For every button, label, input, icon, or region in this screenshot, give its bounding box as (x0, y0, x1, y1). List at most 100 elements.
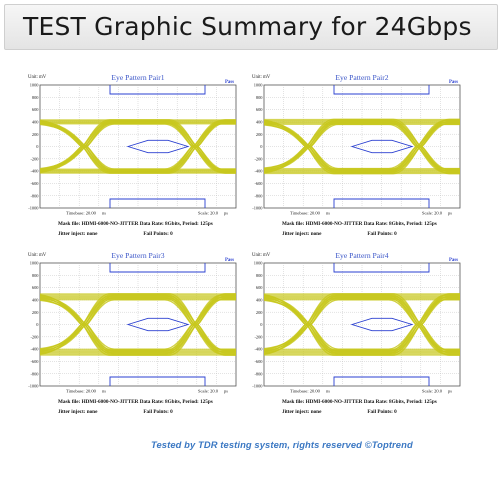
y-tick-label: -200 (254, 156, 263, 161)
pass-status: Pass (225, 80, 234, 85)
scale-label: Scale: 20.0 (422, 211, 443, 216)
y-tick-label: 1000 (254, 83, 264, 88)
scale-label: Scale: 20.0 (198, 389, 219, 394)
y-tick-label: -1000 (28, 384, 39, 389)
grid (264, 263, 460, 386)
data-rate-text: Data Rate: 8Gbits, Period: 125ps (139, 399, 213, 405)
y-tick-label: 600 (256, 107, 263, 112)
jitter-info-line-3: Jitter inject: none Fail Points: 0 (28, 409, 248, 415)
pass-status: Pass (225, 258, 234, 263)
y-tick-label: -1000 (28, 206, 39, 211)
mask-info-line-4: Mask file: HDMI-6000-NO-JITTER Data Rate… (252, 399, 472, 405)
y-tick-label: -800 (254, 193, 263, 198)
pass-status: Pass (449, 80, 458, 85)
timebase-unit: ns (102, 211, 106, 216)
mask-lower-bar (333, 198, 430, 208)
data-rate-text: Data Rate: 8Gbits, Period: 125ps (363, 221, 437, 227)
jitter-text: Jitter inject: none (282, 231, 322, 237)
eye-mask (333, 263, 430, 386)
y-tick-label: -800 (254, 371, 263, 376)
y-tick-label: 0 (36, 322, 39, 327)
y-tick-label: 1000 (30, 261, 40, 266)
panel-title: Eye Pattern Pair3 (111, 251, 164, 260)
timebase-unit: ns (326, 211, 330, 216)
mask-inner-hexagon (350, 139, 414, 154)
mask-upper-bar (109, 263, 206, 273)
eye-pattern-panel-1: Unit: mV Eye Pattern Pair1 Pass 1000 800 600 4… (28, 70, 248, 242)
y-tick-label: 0 (260, 144, 263, 149)
scale-unit: ps (224, 211, 228, 216)
jitter-text: Jitter inject: none (282, 409, 322, 415)
eye-chart-4: Unit: mV Eye Pattern Pair4 Pass 1000 800 600 4… (252, 251, 461, 394)
mask-info-line-2: Mask file: HDMI-6000-NO-JITTER Data Rate… (252, 221, 472, 227)
unit-label: Unit: mV (28, 253, 47, 258)
fail-points-text: Fail Points: 0 (367, 231, 397, 237)
mask-upper-bar (333, 85, 430, 95)
mask-file-text: Mask file: HDMI-6000-NO-JITTER (58, 399, 139, 405)
eye-pattern-panel-3: Unit: mV Eye Pattern Pair3 Pass 1000 800 600 4… (28, 248, 248, 420)
y-tick-label: -1000 (252, 206, 263, 211)
jitter-info-line-4: Jitter inject: none Fail Points: 0 (252, 409, 472, 415)
mask-upper-bar (333, 263, 430, 273)
scale-unit: ps (448, 389, 452, 394)
y-tick-label: 200 (256, 310, 263, 315)
y-tick-label: -600 (254, 181, 263, 186)
unit-label: Unit: mV (252, 253, 271, 258)
mask-info-line-1: Mask file: HDMI-6000-NO-JITTER Data Rate… (28, 221, 248, 227)
y-tick-label: -600 (30, 359, 39, 364)
y-tick-label: 600 (32, 107, 39, 112)
mask-inner-hexagon (350, 317, 414, 332)
data-rate-text: Data Rate: 8Gbits, Period: 125ps (363, 399, 437, 405)
timebase-label: Timebase: 20.00 (290, 389, 321, 394)
y-tick-label: 800 (256, 273, 263, 278)
y-tick-label: 1000 (254, 261, 264, 266)
fail-points-text: Fail Points: 0 (143, 231, 173, 237)
unit-label: Unit: mV (252, 75, 271, 80)
y-tick-label: -400 (30, 347, 39, 352)
mask-info-line-3: Mask file: HDMI-6000-NO-JITTER Data Rate… (28, 399, 248, 405)
y-tick-label: 400 (32, 298, 39, 303)
footer-credit: Tested by TDR testing system, rights res… (151, 439, 413, 450)
y-tick-label: -200 (30, 334, 39, 339)
y-tick-label: 800 (256, 95, 263, 100)
jitter-info-line-2: Jitter inject: none Fail Points: 0 (252, 231, 472, 237)
eye-pattern-panel-4: Unit: mV Eye Pattern Pair4 Pass 1000 800 600 4… (252, 248, 472, 420)
eye-mask (109, 263, 206, 386)
scale-unit: ps (448, 211, 452, 216)
eye-chart-1: Unit: mV Eye Pattern Pair1 Pass 1000 800 600 4… (28, 73, 237, 216)
panel-title: Eye Pattern Pair2 (335, 73, 388, 82)
mask-lower-bar (333, 376, 430, 386)
mask-upper-bar (109, 85, 206, 95)
y-tick-label: -600 (30, 181, 39, 186)
fail-points-text: Fail Points: 0 (367, 409, 397, 415)
y-tick-label: 400 (32, 120, 39, 125)
y-tick-label: -600 (254, 359, 263, 364)
y-tick-label: -800 (30, 193, 39, 198)
y-tick-label: -800 (30, 371, 39, 376)
jitter-text: Jitter inject: none (58, 409, 98, 415)
eye-chart-2: Unit: mV Eye Pattern Pair2 Pass 1000 800 600 4… (252, 73, 461, 216)
eye-mask (333, 85, 430, 208)
y-tick-label: 400 (256, 120, 263, 125)
grid (40, 85, 236, 208)
y-tick-label: 600 (256, 285, 263, 290)
pass-status: Pass (449, 258, 458, 263)
y-tick-label: -400 (30, 169, 39, 174)
mask-lower-bar (109, 376, 206, 386)
mask-file-text: Mask file: HDMI-6000-NO-JITTER (282, 399, 363, 405)
mask-lower-bar (109, 198, 206, 208)
y-tick-label: -1000 (252, 384, 263, 389)
y-tick-label: 800 (32, 273, 39, 278)
data-rate-text: Data Rate: 8Gbits, Period: 125ps (139, 221, 213, 227)
y-tick-label: 0 (260, 322, 263, 327)
y-tick-label: -200 (254, 334, 263, 339)
eye-pattern-panel-2: Unit: mV Eye Pattern Pair2 Pass 1000 800 600 4… (252, 70, 472, 242)
timebase-unit: ns (326, 389, 330, 394)
y-tick-label: 600 (32, 285, 39, 290)
eye-mask (109, 85, 206, 208)
y-tick-label: 400 (256, 298, 263, 303)
panel-title: Eye Pattern Pair4 (335, 251, 388, 260)
y-tick-label: 800 (32, 95, 39, 100)
y-tick-label: -400 (254, 347, 263, 352)
y-tick-label: 1000 (30, 83, 40, 88)
